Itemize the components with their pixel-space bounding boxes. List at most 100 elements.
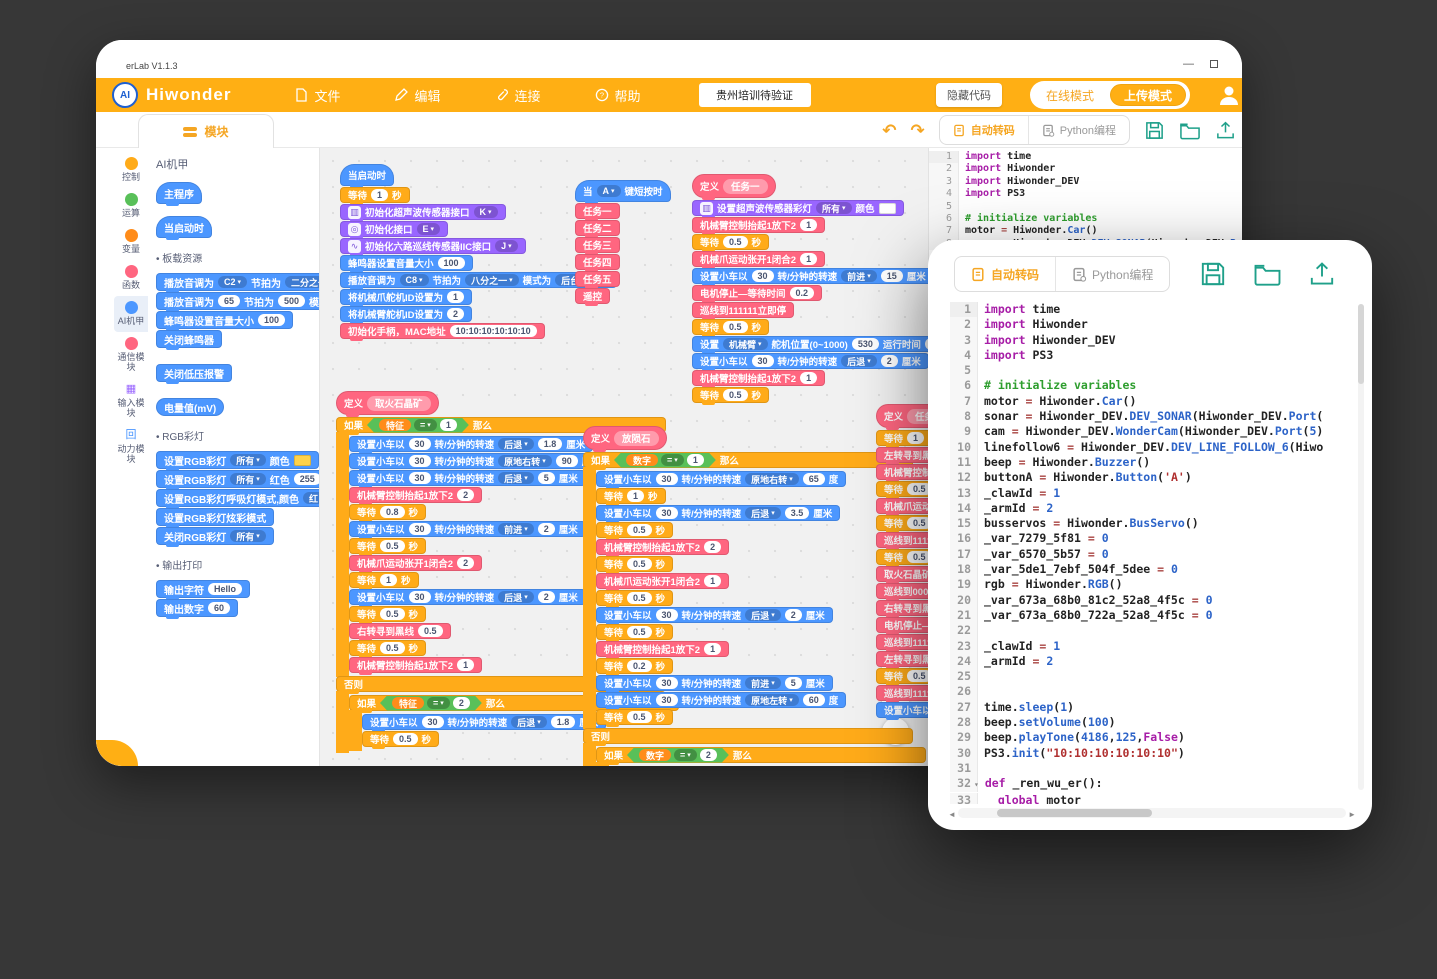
value-input[interactable]: 0.5: [723, 236, 748, 248]
stack-block[interactable]: ▥ 初始化超声波传感器接口 K ▾: [340, 204, 506, 222]
hide-code-button[interactable]: 隐藏代码: [935, 83, 1002, 107]
save-icon[interactable]: [1199, 260, 1227, 288]
define-block[interactable]: 定义 取火石晶矿: [336, 391, 439, 417]
value-input[interactable]: 500: [924, 338, 928, 350]
overlay-tab-python[interactable]: Python编程: [1056, 257, 1169, 291]
stack-block[interactable]: 设置RGB彩灯 所有 ▾ 红色 255: [156, 470, 319, 490]
value-input[interactable]: 1: [800, 253, 818, 265]
value-input[interactable]: 2: [447, 308, 465, 320]
reporter-block[interactable]: 电量值(mV): [156, 398, 225, 416]
stack-block[interactable]: 设置RGB彩灯炫彩模式: [156, 508, 275, 528]
value-input[interactable]: 5: [784, 677, 802, 689]
stack-block[interactable]: 设置小车以 30 转/分钟的转速 后退 ▾ 1.8 厘米: [349, 436, 594, 454]
variable-oval[interactable]: 特征: [392, 697, 424, 709]
define-block[interactable]: 定义 放陨石: [583, 426, 667, 452]
stack-block[interactable]: 输出字符 Hello: [156, 580, 251, 600]
value-input[interactable]: 500: [278, 295, 306, 307]
tab-modules[interactable]: 模块: [138, 114, 274, 148]
value-input[interactable]: 1.8: [550, 716, 576, 728]
value-input[interactable]: 0.5: [627, 592, 652, 604]
value-input[interactable]: 100: [258, 314, 286, 326]
dropdown[interactable]: 八分之一 ▾: [465, 274, 519, 286]
value-input[interactable]: 60: [802, 694, 825, 706]
boolean-condition[interactable]: 数字 = ▾ 1: [614, 453, 716, 468]
dropdown[interactable]: = ▾: [661, 454, 684, 466]
tab-python[interactable]: Python编程: [1029, 116, 1129, 144]
dropdown[interactable]: A ▾: [596, 185, 621, 197]
value-input[interactable]: 30: [655, 507, 678, 519]
stack-block[interactable]: 任务五: [575, 271, 620, 289]
stack-block[interactable]: 巡线到111111立即停: [876, 532, 928, 550]
value-input[interactable]: 1: [447, 291, 465, 303]
stack-block[interactable]: 左转寻到黑线0.5: [876, 447, 928, 465]
dropdown[interactable]: E ▾: [416, 223, 441, 235]
stack-block[interactable]: 播放音调为 65节拍为500模式为: [156, 292, 319, 312]
value-input[interactable]: 90: [555, 455, 578, 467]
dropdown[interactable]: 后退 ▾: [745, 609, 781, 621]
value-input[interactable]: 0.5: [380, 608, 405, 620]
value-input[interactable]: 2: [784, 609, 802, 621]
stack-block[interactable]: 设置小车以 30 转/分钟的转速 后退 ▾ 2 厘米: [692, 353, 928, 371]
stack-block[interactable]: 播放音调为 C2▾节拍为二分之一▾: [156, 273, 319, 293]
block-script[interactable]: 当 A ▾ 键短按时 任务一 任务二 任务三 任务四 任务五 遥控: [575, 180, 671, 306]
dropdown[interactable]: 机械臂 ▾: [723, 338, 768, 350]
define-block[interactable]: 定义任务二: [876, 404, 928, 430]
stack-block[interactable]: 设置小车以 30 转/分钟的转速 原地左转 ▾ 60 度: [596, 692, 847, 710]
value-input[interactable]: 0.5: [907, 517, 928, 529]
value-input[interactable]: 2: [700, 749, 717, 761]
dropdown[interactable]: C8 ▾: [399, 274, 429, 286]
stack-block[interactable]: 等待0.5秒: [876, 549, 928, 567]
open-folder-icon[interactable]: [1253, 260, 1282, 288]
block-script[interactable]: 定义 放陨石 如果 数字 = ▾ 1 那么 设置小车以 30 转/分钟的转速 原地右转 ▾ 65 度等待 1 秒…: [583, 426, 926, 766]
stack-block[interactable]: 设置小车以 30 转/分钟的转速 后退 ▾ 1.8 厘米: [362, 714, 607, 732]
stack-block[interactable]: 设置小车以 30 转/分钟的转速 原地右转 ▾ 65 度: [596, 471, 847, 489]
value-input[interactable]: 1: [704, 575, 722, 587]
value-input[interactable]: 2: [453, 697, 470, 709]
value-input[interactable]: 30: [655, 677, 678, 689]
value-input[interactable]: 0.5: [627, 524, 652, 536]
block-script[interactable]: 定义 取火石晶矿 如果 特征 = ▾ 1 那么 设置小车以 30 转/分钟的转速 后退 ▾ 1.8 厘米 设置…: [336, 391, 679, 753]
value-input[interactable]: 65: [218, 295, 241, 307]
scroll-right-arrow[interactable]: ►: [1348, 810, 1356, 819]
value-input[interactable]: 1: [380, 574, 398, 586]
value-input[interactable]: Hello: [208, 583, 243, 595]
minimize-button[interactable]: —: [1183, 58, 1194, 70]
stack-block[interactable]: 任务一: [575, 203, 620, 221]
value-input[interactable]: 0.5: [723, 321, 748, 333]
block-script[interactable]: 定义任务二等待1秒左转寻到黑线0.5机械臂控制抬起1放下21等待0.5秒机械爪运…: [876, 404, 928, 720]
menu-file[interactable]: 文件: [295, 86, 340, 105]
value-input[interactable]: 1: [800, 219, 818, 231]
stack-block[interactable]: 等待 0.2 秒: [596, 658, 674, 676]
value-input[interactable]: 1: [704, 643, 722, 655]
stack-block[interactable]: 等待0.5秒: [876, 668, 928, 686]
value-input[interactable]: 30: [408, 472, 431, 484]
dropdown[interactable]: K ▾: [473, 206, 498, 218]
user-icon[interactable]: [1218, 84, 1240, 106]
stack-block[interactable]: 取火石晶矿: [876, 566, 928, 584]
value-input[interactable]: 30: [655, 473, 678, 485]
value-input[interactable]: 3.5: [784, 507, 810, 519]
boolean-condition[interactable]: 特征 = ▾ 1: [367, 418, 469, 433]
stack-block[interactable]: 机械臂控制抬起1放下2 2: [596, 539, 730, 557]
value-input[interactable]: 0.5: [380, 642, 405, 654]
value-input[interactable]: 0.2: [627, 660, 652, 672]
value-input[interactable]: 530: [851, 338, 879, 350]
dropdown[interactable]: 后退 ▾: [745, 507, 781, 519]
fold-caret[interactable]: ▾: [974, 780, 979, 790]
hat-block[interactable]: 当启动时: [340, 164, 395, 188]
value-input[interactable]: 1: [687, 454, 704, 466]
stack-block[interactable]: 设置小车以 30 转/分钟的转速 前进 ▾ 15 厘米: [692, 268, 928, 286]
value-input[interactable]: 255: [293, 473, 319, 485]
value-input[interactable]: 2: [704, 541, 722, 553]
boolean-condition[interactable]: 数字 = ▾ 2: [627, 748, 729, 763]
